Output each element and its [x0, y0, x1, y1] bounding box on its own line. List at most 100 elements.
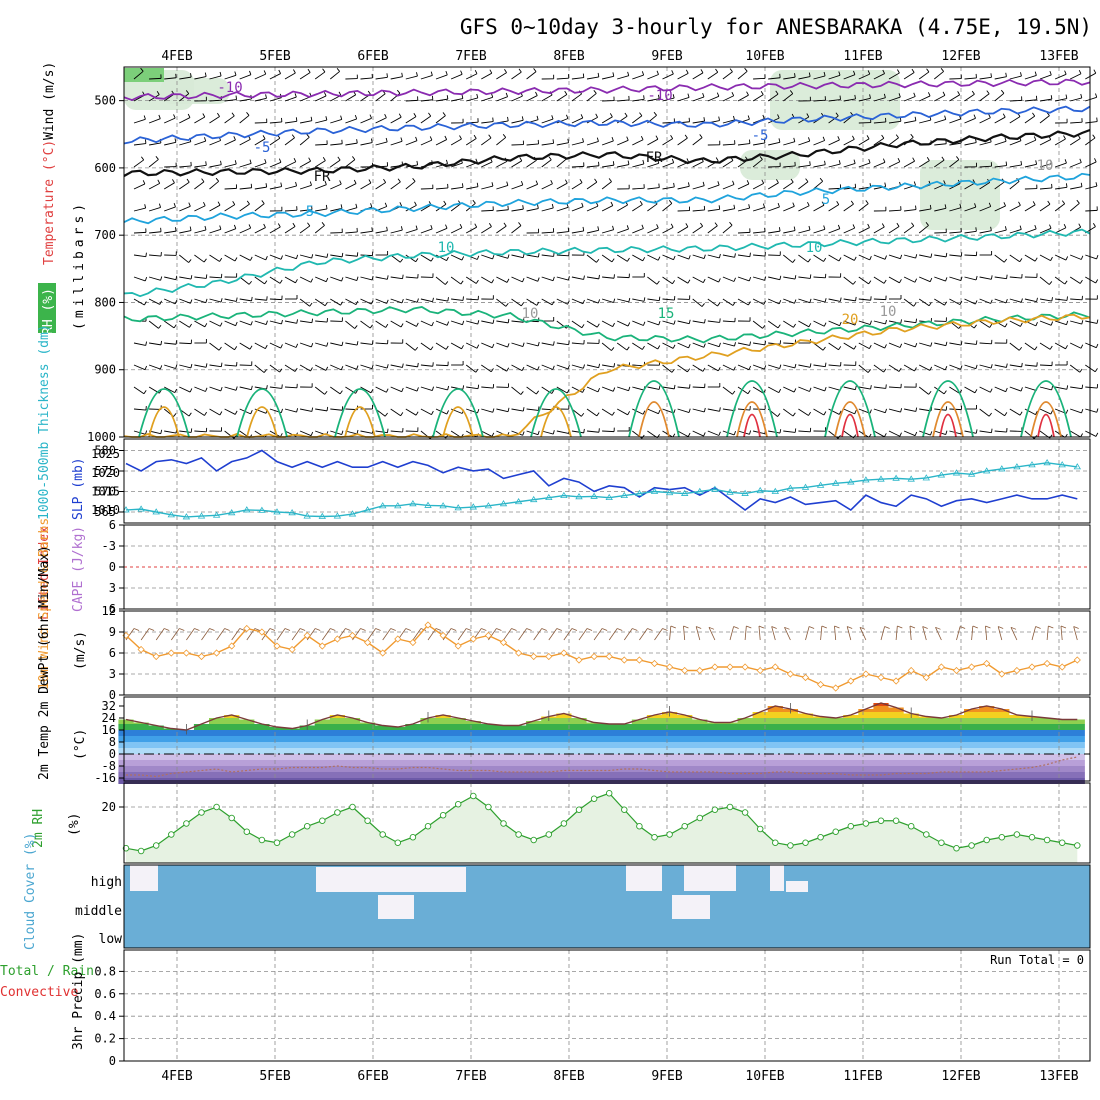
wind-barb: [798, 164, 811, 168]
wind-speed-marker: [530, 652, 538, 661]
wind-speed-marker: [756, 666, 764, 675]
temp-contour-line: [922, 380, 974, 438]
wind-barb-feather: [1035, 160, 1038, 165]
wind-barb: [798, 298, 810, 304]
temperature-band: [118, 754, 1085, 760]
wind-barb-feather: [881, 134, 885, 139]
y-tick-label: 600: [94, 161, 116, 175]
date-label-bottom: 4FEB: [161, 1069, 192, 1084]
wind-barb-feather: [684, 134, 688, 139]
wind-barb-feather: [491, 432, 495, 437]
wind-barb: [1024, 254, 1036, 262]
wind-barb: [767, 182, 779, 190]
wind-barb: [979, 141, 992, 146]
wind-barb-feather: [580, 114, 584, 119]
temp-contour-line: [1020, 380, 1072, 438]
wind-barb: [194, 276, 207, 279]
wind-barb-feather: [189, 388, 193, 393]
wind-barb-feather: [583, 275, 585, 280]
wind-barb: [435, 320, 448, 326]
wind-barb: [722, 408, 735, 412]
wind-barb-feather: [859, 626, 866, 630]
wind-barb: [647, 386, 660, 390]
wind-barb-feather: [294, 93, 297, 98]
rh-marker: [183, 820, 190, 827]
wind-barb: [843, 203, 854, 212]
wind-barb: [873, 137, 885, 146]
wind-barb-feather: [760, 91, 764, 95]
wind-barb-feather: [416, 160, 419, 165]
rh-marker: [772, 839, 779, 847]
wind-barb: [971, 626, 974, 641]
thickness-marker: [922, 474, 931, 481]
wind-barb: [450, 227, 463, 234]
date-label-bottom: 13FEB: [1039, 1069, 1078, 1084]
thickness-marker: [303, 512, 311, 519]
wind-barb-feather: [808, 137, 811, 142]
wind-barb-feather: [340, 115, 343, 120]
wind-barb: [149, 77, 162, 80]
wind-barb-feather: [583, 428, 585, 433]
wind-barb: [903, 225, 915, 234]
wind-barb: [315, 184, 327, 190]
wind-barb: [677, 137, 688, 146]
wind-barb-feather: [160, 340, 163, 345]
temp-contour-line: [138, 388, 190, 438]
wind-barb-feather: [309, 181, 312, 186]
wind-barb: [692, 225, 703, 234]
wind-barb-feather: [819, 177, 824, 182]
wind-barb: [707, 320, 720, 323]
wind-barb: [571, 364, 584, 369]
precip-total-rain-label: Total / Rain: [0, 964, 94, 979]
wind-barb: [602, 430, 615, 433]
wind-barb: [828, 408, 840, 415]
wind-barb: [586, 181, 598, 190]
wind-barb: [360, 364, 373, 370]
wind-barb: [179, 117, 191, 124]
wind-barb-feather: [233, 224, 237, 229]
wind-barb-feather: [717, 181, 720, 186]
thickness-marker: [1073, 463, 1082, 470]
wind-barb: [737, 342, 750, 346]
wind-barb-feather: [900, 319, 902, 324]
y-tick-label: 0: [109, 688, 116, 702]
wind-barb-feather: [641, 71, 645, 76]
wind-10m-label: 10m Wind Speed & Barbs: [37, 518, 52, 690]
wind-barb-feather: [943, 390, 947, 395]
wind-barb: [179, 298, 191, 304]
wind-barb: [420, 115, 431, 124]
wind-barb-feather: [369, 324, 373, 329]
wind-barb-feather: [628, 386, 631, 391]
wind-barb: [617, 386, 629, 392]
wind-barb-feather: [521, 116, 524, 121]
y-tick-label: 575: [94, 464, 116, 478]
wind-speed-marker: [635, 656, 643, 664]
contour-label: 10: [806, 240, 823, 256]
wind-barb-feather: [627, 322, 631, 327]
wind-barb-feather: [945, 252, 948, 257]
wind-barb-feather: [985, 625, 991, 629]
wind-barb: [919, 254, 932, 258]
wind-barb-feather: [269, 628, 276, 631]
wind-barb-feather: [337, 156, 341, 161]
wind-barb-feather: [701, 303, 705, 307]
y-tick-label: 1000: [87, 430, 116, 444]
wind-barb-feather: [582, 138, 584, 143]
temperature-label: Temperature (°C): [42, 140, 57, 265]
wind-barb: [269, 73, 281, 80]
thickness-marker: [469, 503, 478, 510]
wind-barb: [602, 164, 615, 168]
wind-barb-feather: [762, 203, 766, 208]
wind-barb: [752, 159, 763, 168]
wind-barb-feather: [1096, 408, 1099, 413]
wind-barb-feather: [882, 158, 886, 163]
wind-barb: [254, 138, 266, 146]
thickness-marker: [696, 487, 704, 494]
wind-barb-feather: [595, 202, 599, 207]
rh-marker: [334, 809, 341, 816]
wind-barb: [450, 203, 461, 212]
wind-barb: [164, 77, 177, 80]
thickness-marker: [877, 475, 885, 482]
wind-barb: [1009, 320, 1021, 327]
rh-marker: [545, 831, 553, 838]
